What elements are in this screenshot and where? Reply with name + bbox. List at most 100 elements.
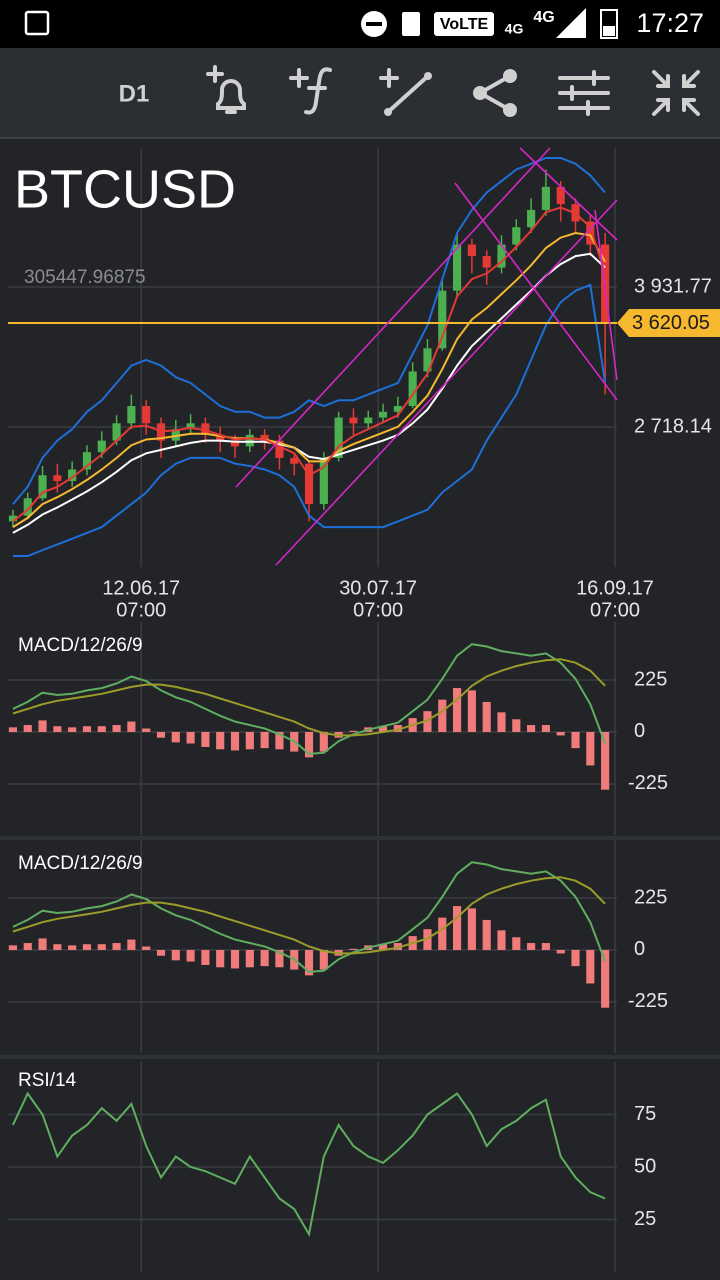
histogram-bar (541, 943, 550, 950)
sim-icon (402, 12, 420, 36)
volte-badge (434, 12, 494, 36)
histogram-bar (186, 731, 195, 744)
volume-max: 305447.96875 (24, 267, 146, 288)
histogram-bar (482, 919, 491, 950)
candle-body (349, 417, 358, 424)
indicator-line (12, 658, 606, 737)
candle-body (97, 440, 106, 453)
candle-body (467, 244, 476, 257)
trend-lines (235, 147, 618, 566)
histogram-bar (497, 930, 506, 950)
histogram-bar (68, 727, 77, 732)
histogram-bar (349, 948, 358, 950)
y-tick-label: 0 (634, 938, 645, 960)
y-tick-label: 0 (634, 720, 645, 742)
add-alert-button[interactable] (206, 65, 246, 114)
candle-body (378, 411, 388, 418)
histogram-bar (275, 949, 284, 968)
histogram-bar (260, 949, 269, 967)
gallery-icon (24, 10, 50, 36)
candle-body (142, 406, 151, 424)
add-indicator-button[interactable] (289, 67, 332, 115)
battery-icon (600, 9, 618, 39)
histogram-bar (512, 937, 521, 950)
candle-body (541, 186, 550, 210)
battery-level (603, 26, 615, 36)
timeframe-button[interactable]: D1 (119, 80, 150, 107)
candle-body (453, 244, 462, 291)
histogram-bar (601, 731, 610, 790)
share-button[interactable] (473, 69, 517, 117)
x-tick-label: 07:00 (590, 599, 640, 621)
y-tick-label: 50 (634, 1155, 656, 1177)
indicator-line (12, 157, 606, 505)
histogram-bar (112, 943, 121, 950)
settings-button[interactable] (558, 70, 610, 116)
histogram-bar (68, 945, 77, 950)
histogram-bar (304, 731, 314, 758)
trend-line (275, 199, 618, 566)
histogram-bar (230, 949, 240, 969)
candle-body (482, 256, 491, 268)
candle-body (319, 457, 328, 505)
histogram-bar (586, 949, 595, 984)
histogram-bar (482, 701, 491, 732)
histogram-bar (423, 711, 432, 732)
histogram-bar (216, 731, 225, 750)
network-label: 4G (533, 9, 554, 26)
histogram-bar (304, 949, 314, 976)
histogram-bar (260, 731, 269, 749)
histogram-bar (201, 949, 210, 965)
y-tick-label: 225 (634, 886, 667, 908)
indicator-line (12, 231, 606, 528)
indicator-line (11, 1091, 606, 1237)
candle-body (304, 463, 314, 505)
plot-area: 2 718.143 931.773 620.0512.06.1707:0030.… (8, 148, 720, 1272)
histogram-bar (467, 908, 476, 950)
candle-body (186, 423, 195, 430)
candle-body (586, 221, 595, 245)
histogram-bar (393, 725, 402, 732)
y-tick-label: -225 (628, 990, 668, 1012)
signal-icon (556, 8, 586, 38)
histogram-bar (23, 725, 32, 732)
histogram-bar (497, 712, 506, 732)
candle-body (290, 457, 299, 464)
candle-body (423, 348, 432, 372)
y-tick-label: 25 (634, 1208, 656, 1230)
collapse-button[interactable] (652, 70, 700, 116)
histogram-bar (142, 728, 151, 732)
candle-body (127, 406, 136, 424)
histogram-bar (393, 943, 402, 950)
histogram-bar (156, 949, 166, 956)
x-tick-label: 30.07.17 (339, 577, 417, 599)
candle-body (53, 475, 62, 482)
histogram-bar (245, 731, 254, 750)
indicator-line (12, 643, 607, 755)
volte-text: VoLTE (440, 16, 489, 33)
histogram-bar (127, 939, 136, 950)
histogram-bar (127, 721, 136, 732)
candle-body (23, 498, 32, 516)
trend-line (454, 182, 618, 401)
histogram-bar (378, 726, 388, 732)
candle-body (216, 434, 225, 441)
clock: 17:27 (636, 8, 704, 38)
histogram-bar (82, 726, 92, 732)
indicator-title: MACD/12/26/9 (18, 853, 143, 874)
y-tick-label: 2 718.14 (634, 415, 712, 437)
histogram-bar (423, 929, 432, 950)
histogram-bar (453, 688, 462, 732)
trend-line (594, 209, 618, 381)
x-tick-label: 12.06.17 (102, 577, 180, 599)
candle-body (527, 209, 536, 228)
current-price-label: 3 620.05 (632, 312, 710, 334)
draw-line-button[interactable] (379, 68, 432, 116)
histogram-bar (142, 946, 151, 950)
histogram-bar (38, 720, 47, 732)
histogram-bar (527, 725, 536, 732)
histogram-bar (171, 731, 180, 743)
histogram-bar (201, 731, 210, 747)
histogram-bar (556, 949, 565, 954)
x-tick-label: 07:00 (116, 599, 166, 621)
